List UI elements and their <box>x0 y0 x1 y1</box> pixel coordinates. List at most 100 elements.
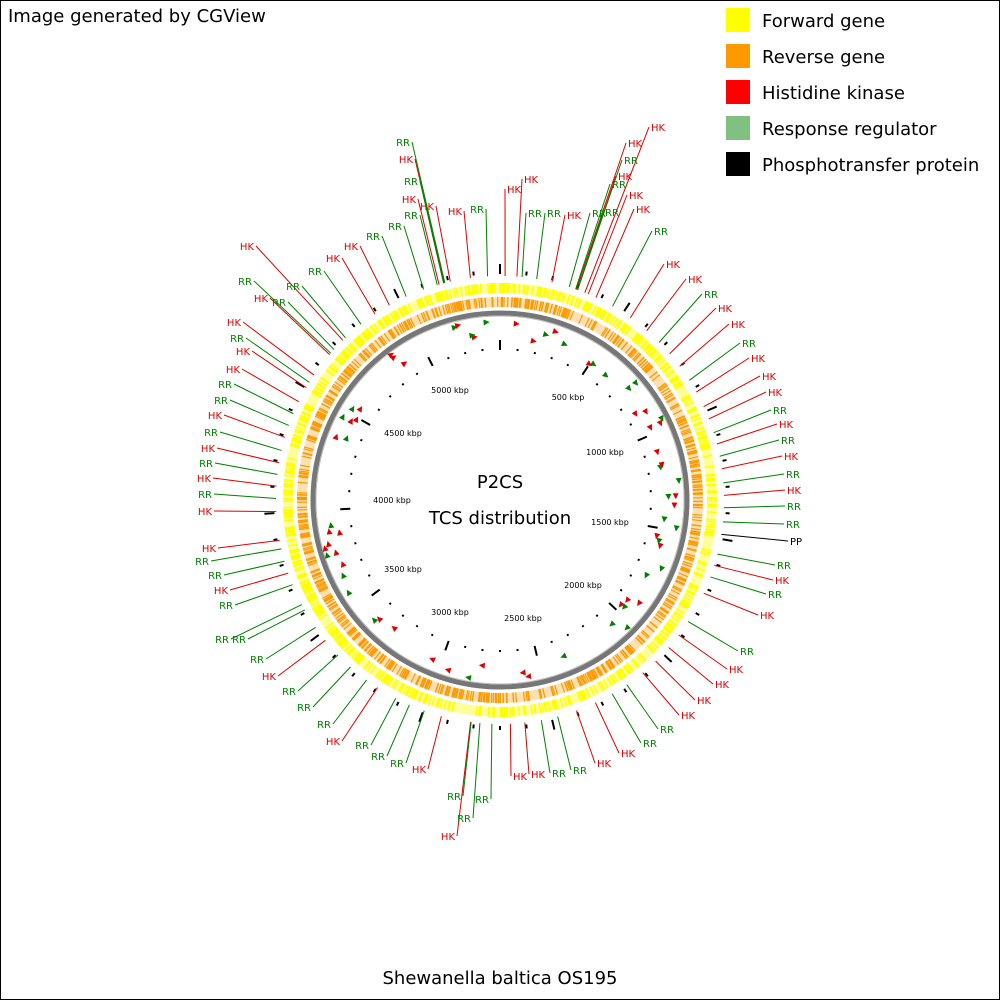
reverse-gene <box>455 301 459 312</box>
forward-gene <box>653 637 662 646</box>
forward-gene <box>354 653 362 662</box>
reverse-gene <box>317 583 327 590</box>
reverse-gene <box>322 593 332 600</box>
reverse-gene <box>669 403 680 410</box>
reverse-gene <box>343 622 352 630</box>
feature-glyph <box>322 545 329 552</box>
forward-gene <box>554 290 559 301</box>
credit: Image generated by CGView <box>8 6 266 27</box>
outer-tick <box>644 323 649 328</box>
reverse-gene <box>300 534 311 538</box>
reverse-gene <box>322 400 332 407</box>
reverse-gene <box>620 341 628 351</box>
forward-gene <box>454 287 459 298</box>
reverse-gene <box>609 332 617 342</box>
forward-gene <box>347 646 356 655</box>
forward-gene <box>670 377 680 385</box>
reverse-gene <box>689 463 700 467</box>
reverse-gene <box>453 302 458 313</box>
reverse-gene <box>692 489 703 491</box>
reverse-gene <box>447 686 452 697</box>
forward-gene <box>660 629 669 638</box>
reverse-gene <box>628 348 636 357</box>
reverse-gene <box>515 297 518 308</box>
reverse-gene <box>465 690 469 701</box>
annotation-label: HK <box>507 185 522 196</box>
outer-tick <box>716 433 721 437</box>
reverse-gene <box>581 674 587 685</box>
forward-gene <box>602 679 609 689</box>
connector <box>642 672 680 716</box>
reverse-gene <box>526 298 530 310</box>
reverse-gene <box>533 300 537 311</box>
forward-gene <box>331 629 340 638</box>
reverse-gene <box>685 444 696 449</box>
reverse-gene <box>369 343 377 353</box>
connector <box>629 263 665 319</box>
reverse-gene <box>359 639 367 648</box>
forward-gene <box>674 382 684 390</box>
forward-gene <box>706 479 717 483</box>
forward-gene <box>316 610 326 618</box>
forward-gene <box>705 477 716 480</box>
scale-tick <box>629 423 633 426</box>
forward-gene <box>447 700 452 711</box>
feature-glyph <box>347 418 353 425</box>
reverse-gene <box>551 685 556 696</box>
forward-gene <box>698 438 709 444</box>
forward-gene <box>706 518 717 521</box>
reverse-gene <box>334 381 344 389</box>
forward-gene <box>656 634 665 643</box>
scale-label: 1500 kbp <box>591 518 629 527</box>
forward-gene <box>343 348 352 357</box>
connector <box>551 214 566 283</box>
annotation-label: RR <box>286 282 300 293</box>
forward-gene <box>695 429 706 435</box>
forward-gene <box>672 613 682 621</box>
reverse-gene <box>445 685 450 696</box>
feature-glyph <box>346 589 353 597</box>
reverse-gene <box>601 663 608 673</box>
reverse-gene <box>671 586 682 593</box>
feature-glyph <box>631 410 638 417</box>
connector <box>717 553 776 566</box>
reverse-gene <box>636 356 645 365</box>
forward-gene <box>648 643 657 652</box>
forward-gene <box>311 603 322 610</box>
forward-gene <box>328 365 338 374</box>
scale-label: 1000 kbp <box>586 448 624 457</box>
reverse-gene <box>590 669 597 680</box>
forward-gene <box>664 623 674 632</box>
forward-gene <box>538 286 542 297</box>
reverse-gene <box>323 398 333 405</box>
reverse-gene <box>325 395 335 402</box>
connector <box>245 337 310 383</box>
forward-gene <box>314 386 324 393</box>
annotation-label: HK <box>531 770 546 781</box>
annotation-label: HK <box>402 195 417 206</box>
reverse-gene <box>348 363 358 372</box>
legend-label: Response regulator <box>762 119 937 140</box>
connector <box>678 634 728 670</box>
reverse-gene <box>683 557 694 562</box>
reverse-gene <box>298 525 309 528</box>
reverse-gene <box>297 513 308 516</box>
forward-gene <box>662 365 671 373</box>
feature-glyph <box>332 433 339 441</box>
annotation-label: HK <box>513 772 528 783</box>
legend-swatch <box>726 116 750 140</box>
reverse-gene <box>570 679 576 690</box>
feature-glyph <box>671 502 678 509</box>
scale-label: 2500 kbp <box>504 614 542 623</box>
reverse-gene <box>325 598 335 605</box>
forward-gene <box>700 447 711 451</box>
forward-gene <box>291 438 302 443</box>
forward-gene <box>653 354 662 362</box>
reverse-gene <box>336 378 346 386</box>
forward-gene <box>591 305 597 315</box>
reverse-gene <box>558 306 563 317</box>
feature-glyph <box>625 596 632 603</box>
reverse-gene <box>337 615 346 623</box>
connector <box>594 702 620 754</box>
reverse-gene <box>689 532 701 536</box>
